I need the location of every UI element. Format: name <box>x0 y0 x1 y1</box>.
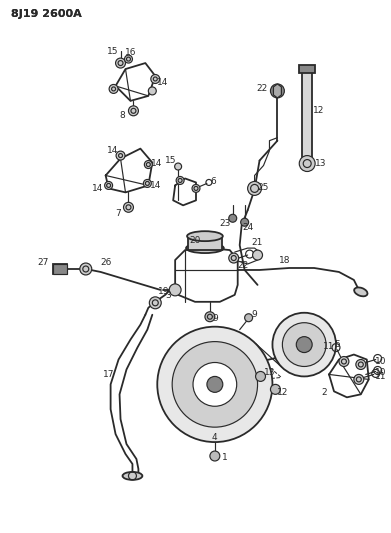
Circle shape <box>245 314 253 322</box>
Circle shape <box>229 214 237 222</box>
Polygon shape <box>53 264 67 274</box>
Ellipse shape <box>187 231 223 241</box>
Bar <box>188 236 222 250</box>
Circle shape <box>241 218 249 226</box>
Circle shape <box>172 342 258 427</box>
Text: 6: 6 <box>210 177 216 186</box>
Text: 13: 13 <box>264 368 275 377</box>
Text: 8J19 2600A: 8J19 2600A <box>11 9 82 19</box>
Circle shape <box>339 357 349 367</box>
Text: 2: 2 <box>321 388 327 397</box>
Ellipse shape <box>122 472 142 480</box>
Text: 4: 4 <box>212 433 218 442</box>
Bar <box>53 264 67 274</box>
Text: 10: 10 <box>375 368 386 377</box>
Text: 14: 14 <box>107 146 118 155</box>
Text: 24: 24 <box>242 223 253 232</box>
Text: 10: 10 <box>375 357 386 366</box>
Text: 14: 14 <box>151 159 162 168</box>
Circle shape <box>80 263 92 275</box>
Text: 21: 21 <box>251 238 262 247</box>
Circle shape <box>176 176 184 184</box>
Circle shape <box>253 250 262 260</box>
Circle shape <box>354 375 364 384</box>
Text: 11: 11 <box>375 372 386 381</box>
Circle shape <box>207 376 223 392</box>
Circle shape <box>229 253 239 263</box>
Circle shape <box>109 84 118 93</box>
Text: 12: 12 <box>277 388 288 397</box>
Circle shape <box>256 372 265 382</box>
Text: 14: 14 <box>156 78 168 87</box>
Circle shape <box>175 163 181 170</box>
Text: 16: 16 <box>125 47 136 56</box>
Circle shape <box>124 203 133 212</box>
Circle shape <box>299 156 315 172</box>
Circle shape <box>271 384 280 394</box>
Text: 5: 5 <box>334 340 340 349</box>
Text: 12: 12 <box>314 106 325 115</box>
Circle shape <box>271 84 284 98</box>
Text: 9: 9 <box>212 314 218 323</box>
Circle shape <box>129 106 138 116</box>
Text: 9: 9 <box>252 310 257 319</box>
Circle shape <box>210 451 220 461</box>
Circle shape <box>143 180 151 188</box>
Text: 22: 22 <box>256 84 267 93</box>
Circle shape <box>157 327 273 442</box>
Circle shape <box>205 312 215 322</box>
Circle shape <box>124 55 133 63</box>
Text: 1: 1 <box>222 453 228 462</box>
Circle shape <box>144 160 152 168</box>
Text: 11: 11 <box>323 342 335 351</box>
Text: 14: 14 <box>92 184 103 193</box>
Text: 14: 14 <box>150 181 161 190</box>
Text: 27: 27 <box>38 257 49 266</box>
Text: 8: 8 <box>120 111 126 120</box>
Circle shape <box>193 362 237 406</box>
Circle shape <box>192 184 200 192</box>
Text: 18: 18 <box>279 255 290 264</box>
Circle shape <box>282 322 326 367</box>
Text: 22: 22 <box>237 261 248 270</box>
Circle shape <box>149 297 161 309</box>
Circle shape <box>105 181 113 189</box>
Text: 8J19 2600A: 8J19 2600A <box>11 9 82 19</box>
Circle shape <box>356 360 366 369</box>
Text: 15: 15 <box>165 156 177 165</box>
Text: 15: 15 <box>107 46 118 55</box>
Text: 19: 19 <box>158 287 169 296</box>
Polygon shape <box>273 84 282 98</box>
Text: 23: 23 <box>219 219 230 228</box>
Circle shape <box>248 181 262 196</box>
Circle shape <box>296 337 312 352</box>
Ellipse shape <box>354 287 368 296</box>
Circle shape <box>148 87 156 95</box>
Circle shape <box>273 313 336 376</box>
Ellipse shape <box>186 243 224 253</box>
Bar <box>302 71 312 160</box>
Text: 13: 13 <box>316 159 327 168</box>
Text: 17: 17 <box>103 370 115 379</box>
Circle shape <box>169 284 181 296</box>
Circle shape <box>116 58 126 68</box>
Circle shape <box>151 75 160 84</box>
Circle shape <box>116 151 125 160</box>
Bar <box>299 65 315 73</box>
Text: 7: 7 <box>116 209 122 218</box>
Text: 20: 20 <box>189 236 201 245</box>
Text: 3: 3 <box>165 292 171 301</box>
Text: 26: 26 <box>100 257 111 266</box>
Text: 25: 25 <box>258 183 269 192</box>
